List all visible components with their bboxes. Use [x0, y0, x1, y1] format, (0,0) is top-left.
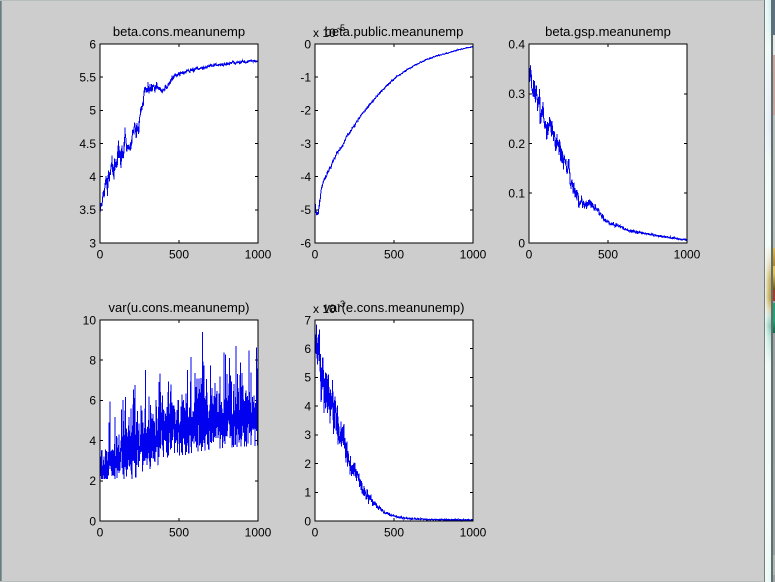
svg-text:500: 500: [169, 248, 189, 262]
svg-text:3: 3: [304, 428, 311, 442]
svg-text:-1: -1: [300, 71, 311, 85]
svg-text:0: 0: [518, 236, 525, 250]
svg-text:1000: 1000: [460, 248, 487, 262]
svg-text:beta.cons.meanunemp: beta.cons.meanunemp: [113, 24, 245, 39]
svg-text:4: 4: [89, 434, 96, 448]
svg-text:-3: -3: [300, 137, 311, 151]
svg-text:-5: -5: [300, 203, 311, 217]
svg-text:4: 4: [89, 170, 96, 184]
svg-text:4: 4: [304, 399, 311, 413]
svg-text:beta.public.meanunemp: beta.public.meanunemp: [325, 24, 464, 39]
svg-text:beta.gsp.meanunemp: beta.gsp.meanunemp: [545, 24, 671, 39]
svg-text:-6: -6: [300, 236, 311, 250]
svg-text:1000: 1000: [245, 526, 272, 540]
svg-text:3: 3: [89, 236, 96, 250]
svg-text:0: 0: [304, 37, 311, 51]
svg-text:-2: -2: [300, 104, 311, 118]
svg-text:0: 0: [312, 526, 319, 540]
svg-text:500: 500: [384, 526, 404, 540]
svg-text:var(u.cons.meanunemp): var(u.cons.meanunemp): [109, 300, 250, 315]
svg-text:0: 0: [304, 514, 311, 528]
svg-text:5.5: 5.5: [79, 71, 96, 85]
svg-text:6: 6: [89, 394, 96, 408]
svg-text:500: 500: [598, 248, 618, 262]
svg-text:0.4: 0.4: [508, 37, 525, 51]
svg-text:7: 7: [304, 313, 311, 327]
svg-text:2: 2: [89, 474, 96, 488]
svg-text:8: 8: [89, 354, 96, 368]
svg-text:0: 0: [89, 514, 96, 528]
svg-text:500: 500: [384, 248, 404, 262]
svg-text:x 10: x 10: [313, 302, 336, 316]
svg-text:10: 10: [83, 313, 97, 327]
svg-text:1000: 1000: [674, 248, 701, 262]
svg-text:5: 5: [89, 104, 96, 118]
svg-text:3.5: 3.5: [79, 203, 96, 217]
svg-text:1000: 1000: [245, 248, 272, 262]
svg-text:0: 0: [312, 248, 319, 262]
svg-text:6: 6: [304, 342, 311, 356]
svg-text:0: 0: [97, 526, 104, 540]
svg-text:0: 0: [526, 248, 533, 262]
svg-text:6: 6: [89, 37, 96, 51]
svg-text:1: 1: [304, 486, 311, 500]
svg-text:0.3: 0.3: [508, 87, 525, 101]
svg-text:500: 500: [169, 526, 189, 540]
svg-text:-4: -4: [300, 170, 311, 184]
svg-text:var(e.cons.meanunemp): var(e.cons.meanunemp): [324, 300, 465, 315]
svg-text:x 10: x 10: [313, 26, 336, 40]
svg-text:5: 5: [304, 371, 311, 385]
svg-text:2: 2: [304, 457, 311, 471]
svg-text:1000: 1000: [460, 526, 487, 540]
svg-text:0: 0: [97, 248, 104, 262]
svg-text:0.1: 0.1: [508, 187, 525, 201]
svg-text:0.2: 0.2: [508, 137, 525, 151]
svg-text:-3: -3: [337, 299, 345, 309]
svg-text:4.5: 4.5: [79, 137, 96, 151]
svg-text:-5: -5: [337, 23, 345, 33]
